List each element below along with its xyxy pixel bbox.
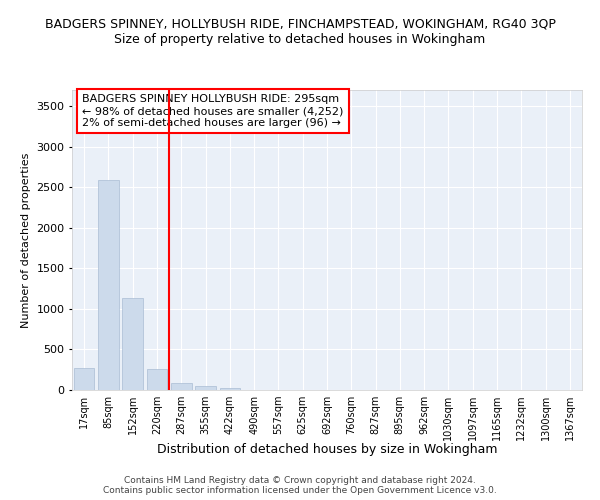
Bar — [220, 388, 240, 390]
Text: BADGERS SPINNEY HOLLYBUSH RIDE: 295sqm
← 98% of detached houses are smaller (4,2: BADGERS SPINNEY HOLLYBUSH RIDE: 295sqm ←… — [82, 94, 344, 128]
Text: BADGERS SPINNEY, HOLLYBUSH RIDE, FINCHAMPSTEAD, WOKINGHAM, RG40 3QP: BADGERS SPINNEY, HOLLYBUSH RIDE, FINCHAM… — [44, 18, 556, 30]
Bar — [122, 298, 143, 390]
Y-axis label: Number of detached properties: Number of detached properties — [20, 152, 31, 328]
Bar — [171, 383, 191, 390]
Bar — [74, 368, 94, 390]
Text: Distribution of detached houses by size in Wokingham: Distribution of detached houses by size … — [157, 442, 497, 456]
Bar — [98, 180, 119, 390]
Text: Size of property relative to detached houses in Wokingham: Size of property relative to detached ho… — [115, 32, 485, 46]
Bar — [195, 386, 216, 390]
Text: Contains HM Land Registry data © Crown copyright and database right 2024.
Contai: Contains HM Land Registry data © Crown c… — [103, 476, 497, 495]
Bar — [146, 368, 167, 390]
